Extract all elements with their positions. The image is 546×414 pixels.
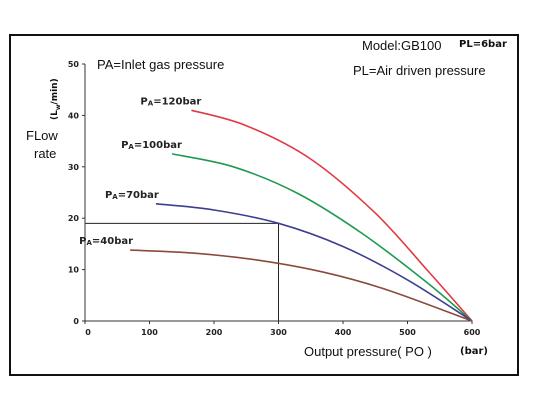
pl-value: PL=6bar: [459, 39, 507, 50]
y-tick-label: 30: [68, 163, 80, 172]
x-axis-unit: (bar): [460, 346, 488, 357]
series-label-100bar: PA=100bar: [121, 140, 182, 151]
y-tick-label: 20: [68, 214, 80, 223]
series-line-40bar: [130, 249, 473, 322]
series-label-40bar: PA=40bar: [79, 236, 133, 247]
x-tick-label: 0: [85, 328, 91, 337]
y-axis-label-line2: rate: [34, 146, 57, 161]
inlet-pressure-note: PA=Inlet gas pressure: [97, 57, 225, 72]
x-tick-label: 300: [270, 328, 287, 337]
series-label-120bar: PA=120bar: [140, 96, 201, 107]
x-tick-label: 400: [335, 328, 352, 337]
y-axis-unit: (Lw/min): [50, 78, 62, 120]
y-tick-label: 10: [68, 266, 80, 275]
y-tick-label: 0: [73, 317, 79, 326]
y-tick-label: 40: [68, 111, 80, 120]
air-driven-note: PL=Air driven pressure: [353, 63, 486, 78]
x-tick-label: 200: [206, 328, 223, 337]
x-tick-label: 600: [464, 328, 481, 337]
series-line-120bar: [191, 109, 473, 322]
model-label: Model:GB100: [362, 38, 442, 53]
series-label-70bar: PA=70bar: [105, 190, 159, 201]
x-tick-label: 100: [141, 328, 158, 337]
y-tick-label: 50: [68, 60, 80, 69]
x-tick-label: 500: [399, 328, 416, 337]
series-line-70bar: [155, 203, 473, 322]
series-line-100bar: [171, 153, 473, 322]
chart-frame: [9, 34, 519, 376]
x-axis-label: Output pressure( PO ): [304, 344, 432, 359]
y-axis-label-line1: FLow: [26, 128, 58, 143]
